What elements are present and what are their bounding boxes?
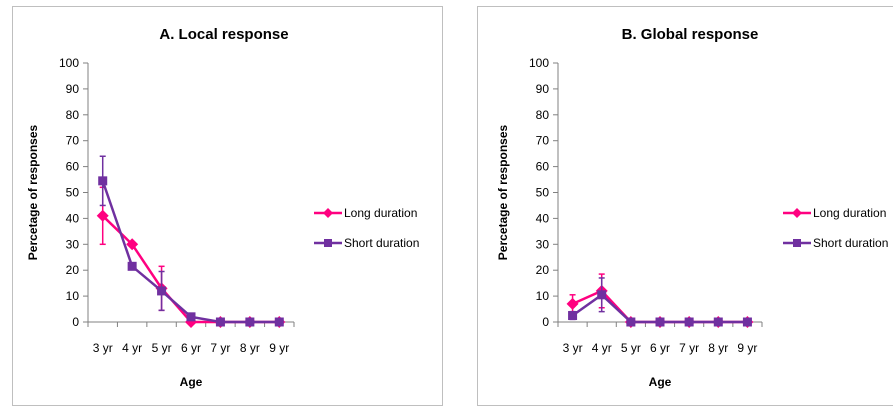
y-tick-label: 50 — [66, 186, 80, 200]
x-tick-label: 6 yr — [650, 341, 670, 355]
y-tick-label: 100 — [59, 56, 79, 70]
x-tick-label: 8 yr — [708, 341, 728, 355]
y-tick-label: 90 — [536, 82, 550, 96]
point-short — [597, 290, 607, 300]
y-tick-label: 70 — [536, 134, 550, 148]
x-tick-label: 3 yr — [93, 341, 113, 355]
x-axis-title: Age — [649, 375, 672, 389]
x-tick-label: 8 yr — [240, 341, 260, 355]
legend-label-long: Long duration — [344, 206, 417, 220]
y-tick-label: 10 — [66, 289, 80, 303]
y-tick-label: 40 — [66, 211, 80, 225]
y-tick-label: 80 — [536, 108, 550, 122]
y-tick-label: 30 — [536, 237, 550, 251]
chart-panel-global: B. Global response 0 10 20 30 40 50 60 70 80 90 100… — [477, 6, 893, 406]
x-axis-title: Age — [180, 375, 203, 389]
legend-marker-long — [323, 208, 333, 218]
chart-svg-local: A. Local response 0 10 20 30 40 50 60 70 80 90 100 3… — [26, 26, 419, 389]
y-tick-label: 70 — [66, 134, 80, 148]
point-short — [186, 312, 196, 322]
point-short — [742, 317, 752, 327]
chart-title: B. Global response — [622, 26, 759, 43]
legend-label-long: Long duration — [813, 206, 886, 220]
y-tick-label: 50 — [536, 186, 550, 200]
y-axis-title: Percetage of responses — [26, 124, 40, 260]
x-tick-label: 9 yr — [269, 341, 289, 355]
y-tick-label: 10 — [536, 289, 550, 303]
y-tick-label: 100 — [529, 56, 549, 70]
chart-svg-global: B. Global response 0 10 20 30 40 50 60 70 80 90 100… — [496, 26, 888, 389]
point-short — [245, 317, 255, 327]
x-tick-label: 4 yr — [592, 341, 612, 355]
x-tick-label: 9 yr — [737, 341, 757, 355]
x-tick-label: 3 yr — [563, 341, 583, 355]
legend-label-short: Short duration — [813, 236, 888, 250]
y-axis-title: Percetage of responses — [496, 124, 510, 260]
x-tick-label: 6 yr — [181, 341, 201, 355]
legend-marker-short — [324, 239, 332, 247]
y-tick-label: 80 — [66, 108, 80, 122]
y-tick-label: 90 — [66, 82, 80, 96]
point-short — [157, 286, 167, 296]
y-tick-label: 20 — [536, 263, 550, 277]
chart-title: A. Local response — [159, 26, 288, 43]
legend-label-short: Short duration — [344, 236, 419, 250]
point-short — [626, 317, 636, 327]
series-line-short — [101, 180, 280, 324]
x-tick-label: 7 yr — [679, 341, 699, 355]
y-tick-label: 20 — [66, 263, 80, 277]
x-tick-label: 7 yr — [210, 341, 230, 355]
y-tick-label: 30 — [66, 237, 80, 251]
point-short — [127, 261, 137, 271]
point-short — [713, 317, 723, 327]
y-tick-label: 40 — [536, 211, 550, 225]
point-long — [566, 297, 579, 310]
y-tick-label: 0 — [542, 315, 549, 329]
point-long — [96, 209, 109, 222]
point-short — [684, 317, 694, 327]
point-short — [215, 317, 225, 327]
y-tick-label: 60 — [66, 160, 80, 174]
x-tick-label: 4 yr — [122, 341, 142, 355]
y-tick-label: 60 — [536, 160, 550, 174]
legend-marker-long — [792, 208, 802, 218]
chart-panel-local: A. Local response 0 10 20 30 40 50 60 70 80 90 100 3… — [12, 6, 443, 406]
x-tick-label: 5 yr — [621, 341, 641, 355]
point-short — [98, 176, 108, 186]
point-short — [655, 317, 665, 327]
point-short — [274, 317, 284, 327]
y-tick-label: 0 — [72, 315, 79, 329]
legend-marker-short — [793, 239, 801, 247]
x-tick-label: 5 yr — [152, 341, 172, 355]
point-short — [568, 311, 578, 321]
